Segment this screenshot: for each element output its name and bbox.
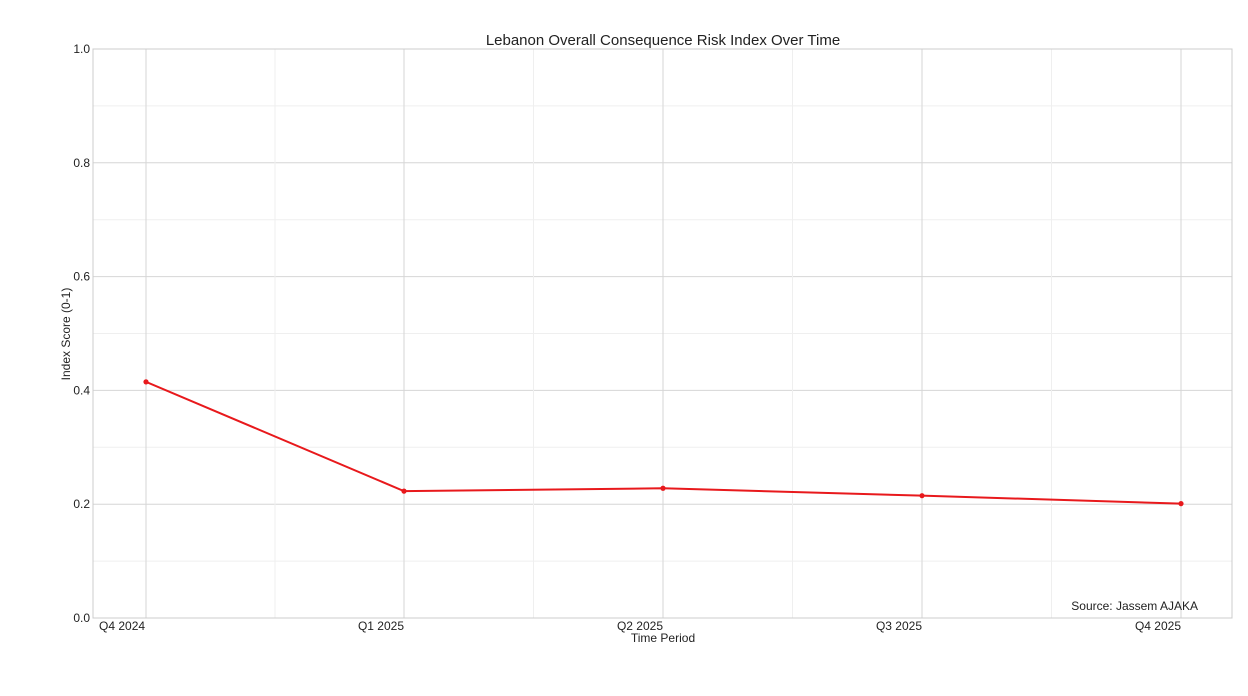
plot-area-frame <box>92 48 1233 619</box>
y-tick-label: 0.8 <box>73 156 90 170</box>
y-axis-label: Index Score (0-1) <box>59 288 73 381</box>
x-tick-label: Q4 2025 <box>1135 619 1181 633</box>
x-tick-label: Q4 2024 <box>99 619 145 633</box>
x-axis-label: Time Period <box>631 631 695 645</box>
x-axis-ticks: Q4 2024 Q1 2025 Q2 2025 Q3 2025 Q4 2025 <box>99 619 1181 633</box>
data-point <box>143 379 149 385</box>
x-tick-label: Q2 2025 <box>617 619 663 633</box>
x-tick-label: Q3 2025 <box>876 619 922 633</box>
data-point <box>1178 501 1184 507</box>
y-tick-label: 0.4 <box>73 383 90 397</box>
data-point <box>919 493 925 499</box>
chart-title: Lebanon Overall Consequence Risk Index O… <box>486 32 840 49</box>
source-annotation: Source: Jassem AJAKA <box>1071 599 1198 613</box>
y-tick-label: 0.2 <box>73 497 90 511</box>
x-tick-label: Q1 2025 <box>358 619 404 633</box>
grid-lines <box>93 48 1232 619</box>
data-point <box>401 488 407 494</box>
y-tick-label: 0.6 <box>73 270 90 284</box>
data-point <box>660 485 666 491</box>
y-axis-ticks: 0.0 0.2 0.4 0.6 0.8 1.0 <box>73 42 90 625</box>
y-tick-label: 1.0 <box>73 42 90 56</box>
series-group <box>143 379 1184 507</box>
y-tick-label: 0.0 <box>73 611 90 625</box>
